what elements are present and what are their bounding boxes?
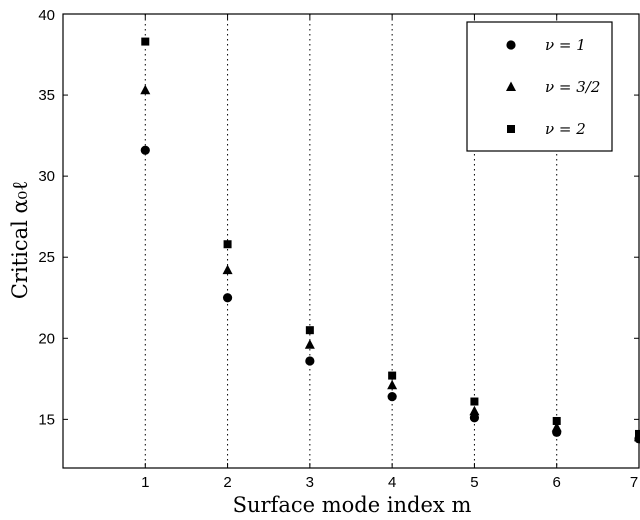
series-square: [141, 37, 640, 438]
x-tick-label: 3: [306, 474, 314, 491]
point-circle-m3: [305, 356, 315, 366]
point-triangle-m6: [551, 421, 562, 432]
point-circle-m2: [222, 293, 233, 303]
point-circle-m4: [387, 392, 397, 402]
y-tick-label: 20: [38, 330, 55, 347]
point-triangle-m1: [140, 84, 151, 95]
legend-marker-circle: [506, 40, 516, 50]
x-tick-label: 7: [630, 474, 638, 491]
point-square-m2: [223, 240, 232, 249]
x-tick-label: 1: [141, 474, 149, 491]
plot-frame: [62, 13, 640, 469]
point-square-m4: [388, 371, 397, 380]
point-square-m3: [305, 326, 314, 335]
axis-ticks: 1 2 3 4 5 6 7 15 20 25 30 35 40: [38, 7, 640, 491]
x-tick-label: 2: [223, 474, 231, 491]
point-circle-m5: [469, 413, 480, 423]
x-tick-label: 5: [470, 474, 478, 491]
y-tick-label: 40: [38, 7, 55, 24]
series-circle: [140, 145, 640, 444]
legend-marker-square: [507, 125, 515, 133]
legend-marker-triangle: [506, 81, 516, 91]
x-tick-label: 4: [388, 474, 396, 491]
y-tick-label: 35: [38, 87, 55, 104]
x-axis-label: Surface mode index m: [233, 493, 472, 517]
legend-label-circle: ν = 1: [545, 36, 586, 54]
y-tick-label: 25: [38, 249, 55, 266]
x-tick-label: 6: [553, 474, 561, 491]
point-triangle-m5: [469, 405, 480, 416]
point-square-m7: [635, 429, 640, 438]
point-square-m6: [552, 416, 561, 425]
x-axis-label-text: Surface mode index m: [233, 493, 472, 517]
point-triangle-m3: [304, 339, 315, 349]
legend-label-triangle: ν = 3/2: [545, 78, 600, 96]
legend-box: [466, 21, 613, 152]
point-square-m1: [141, 37, 150, 46]
point-circle-m1: [140, 145, 150, 155]
point-triangle-m4: [387, 379, 398, 390]
point-square-m5: [470, 397, 479, 406]
legend: ν = 1 ν = 3/2 ν = 2: [466, 21, 613, 152]
y-tick-label: 30: [38, 168, 55, 185]
y-axis-label: Critical α₀ℓ: [8, 181, 32, 299]
point-triangle-m2: [222, 264, 233, 275]
legend-label-square: ν = 2: [545, 120, 586, 138]
y-tick-label: 15: [38, 411, 55, 428]
